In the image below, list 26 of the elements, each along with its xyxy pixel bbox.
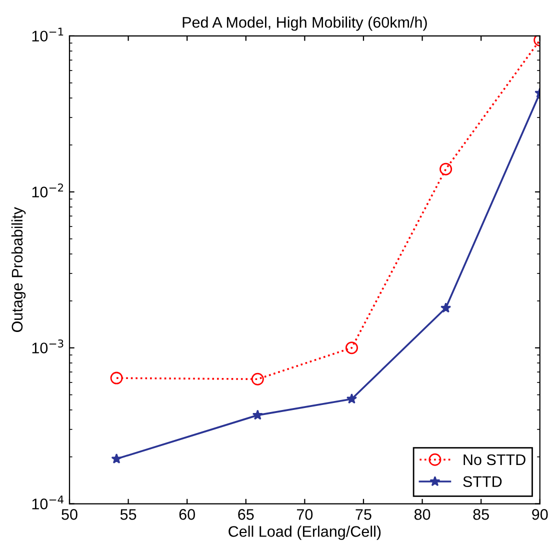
point (110, 372, 123, 384)
x-tick-label: 65 (238, 509, 254, 520)
x-tick-label: 60 (179, 509, 195, 520)
y-tick-label: 10$^{−2}$ (32, 184, 64, 198)
x-tick-label: 90 (532, 509, 548, 520)
y-tick-label: 10$^{−4}$ (32, 496, 64, 510)
y-tick-label: 10$^{−1}$ (32, 28, 64, 42)
x-tick-label: 55 (120, 509, 136, 520)
y-tick-label: 10$^{−3}$ (32, 339, 64, 354)
point (440, 162, 452, 176)
x-tick-label: 70 (296, 509, 313, 520)
legend-label: No STTD (464, 454, 526, 466)
x-tick-label: 50 (62, 509, 78, 520)
x-axis-title: Cell Load (Erlang/Cell) (228, 526, 381, 540)
legend-label: STTD (463, 476, 502, 488)
y-axis-title: Outage Probability (11, 207, 26, 332)
x-tick-label: 80 (414, 509, 430, 520)
point (252, 410, 263, 420)
x-tick-label: 85 (473, 509, 489, 520)
point (251, 372, 264, 386)
x-tick-label: 75 (356, 509, 372, 520)
point (345, 342, 358, 354)
point (346, 393, 358, 404)
chart-title: Ped A Model, High Mobility (60km/h) (182, 16, 427, 31)
point (111, 453, 122, 464)
point (440, 302, 452, 313)
